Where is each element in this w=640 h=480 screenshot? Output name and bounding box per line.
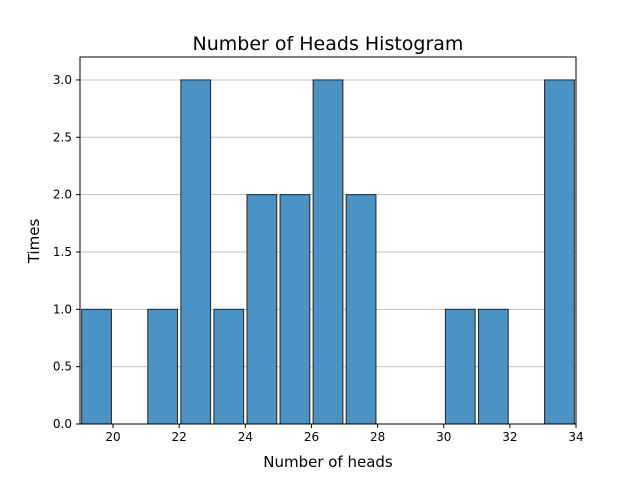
x-tick-label-6: 32 (502, 430, 517, 444)
chart-title: Number of Heads Histogram (193, 33, 464, 55)
x-tick-label-4: 28 (370, 430, 385, 444)
histogram-bars (81, 79, 575, 425)
histogram-bar-11 (444, 308, 476, 425)
histogram-bar-7 (312, 79, 344, 425)
histogram-bar-5 (246, 194, 278, 425)
histogram-bar-12 (477, 308, 509, 425)
y-tick-label-2: 1.0 (53, 302, 72, 316)
plot-frame (79, 56, 577, 425)
y-tick-label-5: 2.5 (53, 130, 72, 144)
histogram-bar-2 (147, 308, 179, 425)
histogram-bar-4 (213, 308, 245, 425)
y-tick-label-0: 0.0 (53, 417, 72, 431)
x-tick-label-7: 34 (568, 430, 583, 444)
histogram-bar-0 (81, 308, 112, 425)
x-tick-label-0: 20 (105, 430, 120, 444)
histogram-bar-6 (279, 194, 311, 425)
histogram-bar-8 (345, 194, 377, 425)
x-axis-ticks: 20 22 24 26 28 30 32 34 (105, 424, 584, 444)
y-tick-label-4: 2.0 (53, 188, 72, 202)
histogram-bar-3 (180, 79, 212, 425)
y-axis-label: Times (25, 219, 43, 265)
x-axis-label: Number of heads (263, 453, 393, 471)
x-tick-label-1: 22 (172, 430, 187, 444)
x-tick-label-2: 24 (238, 430, 253, 444)
x-tick-label-5: 30 (436, 430, 451, 444)
histogram-bar-14 (544, 79, 575, 425)
y-axis-ticks: 0.0 0.5 1.0 1.5 2.0 2.5 3.0 (53, 73, 80, 431)
y-tick-label-1: 0.5 (53, 360, 72, 374)
y-tick-label-6: 3.0 (53, 73, 72, 87)
x-tick-label-3: 26 (304, 430, 319, 444)
y-tick-label-3: 1.5 (53, 245, 72, 259)
